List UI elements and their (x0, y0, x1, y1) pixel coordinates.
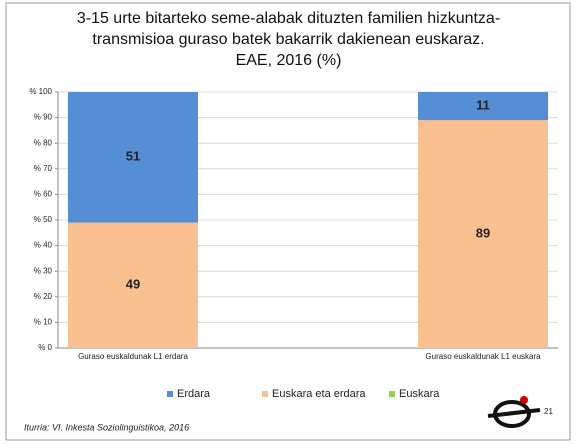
chart-title: 3-15 urte bitarteko seme-alabak dituzten… (76, 10, 501, 69)
y-tick-label: % 90 (34, 113, 53, 122)
value-label: 51 (126, 149, 140, 164)
legend-label: Euskara (399, 388, 440, 400)
frame (5, 2, 571, 441)
source: Iturria: VI. Inkesta Soziolinguistikoa, … (24, 422, 189, 432)
bar-segment (418, 120, 548, 348)
y-tick-label: % 100 (29, 87, 52, 96)
bar-segment (68, 222, 198, 348)
y-tick-label: % 60 (34, 190, 53, 199)
legend-swatch (389, 391, 395, 397)
value-label: 11 (476, 98, 490, 113)
legend-label: Erdara (177, 388, 211, 400)
bar-segment (68, 92, 198, 223)
x-tick-label: Guraso euskaldunak L1 erdara (78, 352, 188, 361)
y-tick-label: % 80 (34, 138, 53, 147)
value-label: 89 (476, 226, 490, 241)
y-tick-label: % 50 (34, 215, 53, 224)
value-label: 49 (126, 277, 140, 292)
legend-swatch (262, 391, 268, 397)
legend-label: Euskara eta erdara (272, 388, 366, 400)
y-tick-label: % 30 (34, 266, 53, 275)
y-tick-label: % 70 (34, 164, 53, 173)
logo (487, 396, 541, 428)
page-number: 21 (544, 407, 553, 416)
x-tick-label: Guraso euskaldunak L1 euskara (425, 352, 541, 361)
y-tick-label: % 20 (34, 292, 53, 301)
y-tick-label: % 0 (38, 343, 52, 352)
bar-segment (418, 92, 548, 121)
y-tick-label: % 10 (34, 318, 53, 327)
legend-swatch (167, 391, 173, 397)
y-tick-label: % 40 (34, 241, 53, 250)
